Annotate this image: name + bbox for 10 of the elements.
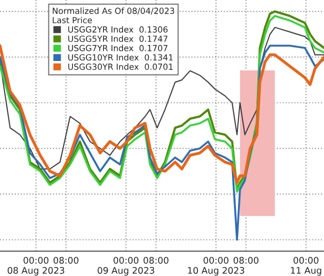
legend-label: USGG5YR Index 0.1747 xyxy=(68,35,168,42)
x-tick-label: 08:00 xyxy=(234,256,258,264)
legend-label: USGG2YR Index 0.1306 xyxy=(68,26,168,33)
legend-label: USGG30YR Index 0.0701 xyxy=(68,63,173,70)
legend-title: Normalized As Of 08/04/2023 Last Price xyxy=(52,8,174,24)
legend-label: USGG10YR Index 0.1341 xyxy=(68,54,173,61)
legend-label: USGG7YR Index 0.1707 xyxy=(68,44,168,52)
x-tick-label: 00:00 11 Aug xyxy=(291,256,322,276)
x-tick-label: 08:00 xyxy=(144,256,168,264)
x-tick-label: 08:00 xyxy=(54,256,78,264)
